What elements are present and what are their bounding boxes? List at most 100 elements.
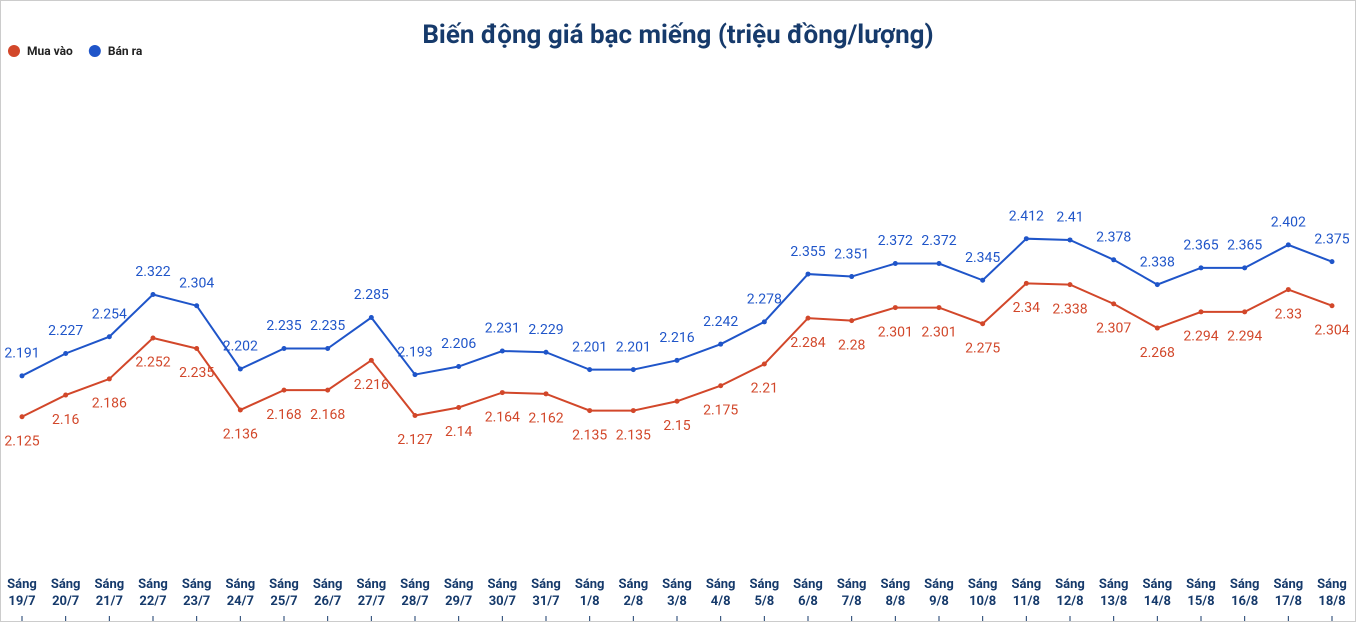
point (281, 346, 287, 352)
point (150, 292, 156, 298)
x-tick-label: Sáng 5/8 (749, 577, 779, 609)
value-label: 2.135 (616, 427, 651, 443)
value-label: 2.21 (751, 381, 778, 397)
point (1154, 325, 1160, 331)
point (325, 387, 331, 393)
value-label: 2.254 (92, 306, 127, 322)
x-tick-label: Sáng 21/7 (94, 577, 124, 609)
value-label: 2.235 (179, 365, 214, 381)
x-tick-label: Sáng 30/7 (487, 577, 517, 609)
value-label: 2.365 (1227, 238, 1262, 254)
legend-label: Bán ra (108, 44, 143, 58)
value-label: 2.412 (1009, 208, 1044, 224)
point (892, 261, 898, 267)
point (543, 391, 549, 397)
point (1067, 237, 1073, 243)
point (325, 346, 331, 352)
value-label: 2.162 (528, 411, 563, 427)
point (980, 321, 986, 327)
x-tick-label: Sáng 13/8 (1099, 577, 1129, 609)
point (1329, 303, 1335, 309)
x-tick-label: Sáng 24/7 (225, 577, 255, 609)
point (761, 319, 767, 325)
legend-marker (8, 45, 20, 57)
point (1198, 265, 1204, 271)
point (499, 390, 505, 396)
point (412, 372, 418, 378)
point (1242, 309, 1248, 315)
value-label: 2.268 (1140, 345, 1175, 361)
value-label: 2.216 (354, 377, 389, 393)
value-label: 2.294 (1183, 329, 1218, 345)
point (936, 305, 942, 311)
point (412, 413, 418, 419)
value-label: 2.345 (965, 250, 1000, 266)
x-tick-label: Sáng 18/8 (1317, 577, 1347, 609)
point (1285, 287, 1291, 293)
value-label: 2.164 (485, 409, 520, 425)
point (761, 361, 767, 367)
x-tick-label: Sáng 23/7 (182, 577, 212, 609)
value-label: 2.304 (1314, 322, 1349, 338)
point (674, 357, 680, 363)
value-label: 2.365 (1183, 238, 1218, 254)
point (630, 367, 636, 373)
point (19, 373, 25, 379)
value-label: 2.242 (703, 314, 738, 330)
value-label: 2.33 (1275, 306, 1302, 322)
value-label: 2.372 (921, 233, 956, 249)
value-label: 2.301 (921, 324, 956, 340)
point (674, 398, 680, 404)
value-label: 2.375 (1314, 231, 1349, 247)
x-tick-label: Sáng 28/7 (400, 577, 430, 609)
x-tick-label: Sáng 25/7 (269, 577, 299, 609)
point (368, 357, 374, 363)
x-tick-label: Sáng 3/8 (662, 577, 692, 609)
point (456, 364, 462, 370)
point (1285, 242, 1291, 248)
legend-label: Mua vào (27, 44, 73, 58)
point (237, 366, 243, 372)
point (281, 387, 287, 393)
value-label: 2.175 (703, 402, 738, 418)
x-tick-label: Sáng 8/8 (880, 577, 910, 609)
value-label: 2.301 (878, 324, 913, 340)
value-label: 2.229 (528, 322, 563, 338)
point (150, 335, 156, 341)
value-label: 2.127 (397, 432, 432, 448)
x-tick-label: Sáng 20/7 (51, 577, 81, 609)
point (718, 383, 724, 389)
point (936, 261, 942, 267)
value-label: 2.168 (310, 407, 345, 423)
x-tick-label: Sáng 9/8 (924, 577, 954, 609)
point (1329, 259, 1335, 265)
value-label: 2.231 (485, 321, 520, 337)
value-label: 2.125 (4, 433, 39, 449)
value-label: 2.338 (1052, 301, 1087, 317)
point (1154, 282, 1160, 288)
value-label: 2.402 (1271, 215, 1306, 231)
x-tick-label: Sáng 1/8 (575, 577, 605, 609)
point (892, 305, 898, 311)
x-tick-label: Sáng 11/8 (1011, 577, 1041, 609)
value-label: 2.355 (790, 244, 825, 260)
value-label: 2.338 (1140, 254, 1175, 270)
value-label: 2.202 (223, 339, 258, 355)
point (499, 348, 505, 354)
value-label: 2.216 (659, 330, 694, 346)
value-label: 2.235 (266, 318, 301, 334)
value-label: 2.41 (1056, 210, 1083, 226)
x-tick-label: Sáng 6/8 (793, 577, 823, 609)
chart-title: Biến động giá bạc miếng (triệu đồng/lượn… (422, 20, 933, 50)
x-tick-label: Sáng 17/8 (1273, 577, 1303, 609)
value-label: 2.191 (4, 346, 39, 362)
point (1067, 282, 1073, 288)
point (543, 349, 549, 355)
point (805, 271, 811, 277)
x-tick-label: Sáng 16/8 (1230, 577, 1260, 609)
value-label: 2.285 (354, 287, 389, 303)
value-label: 2.307 (1096, 321, 1131, 337)
point (368, 315, 374, 320)
value-label: 2.378 (1096, 229, 1131, 245)
value-label: 2.193 (397, 344, 432, 360)
